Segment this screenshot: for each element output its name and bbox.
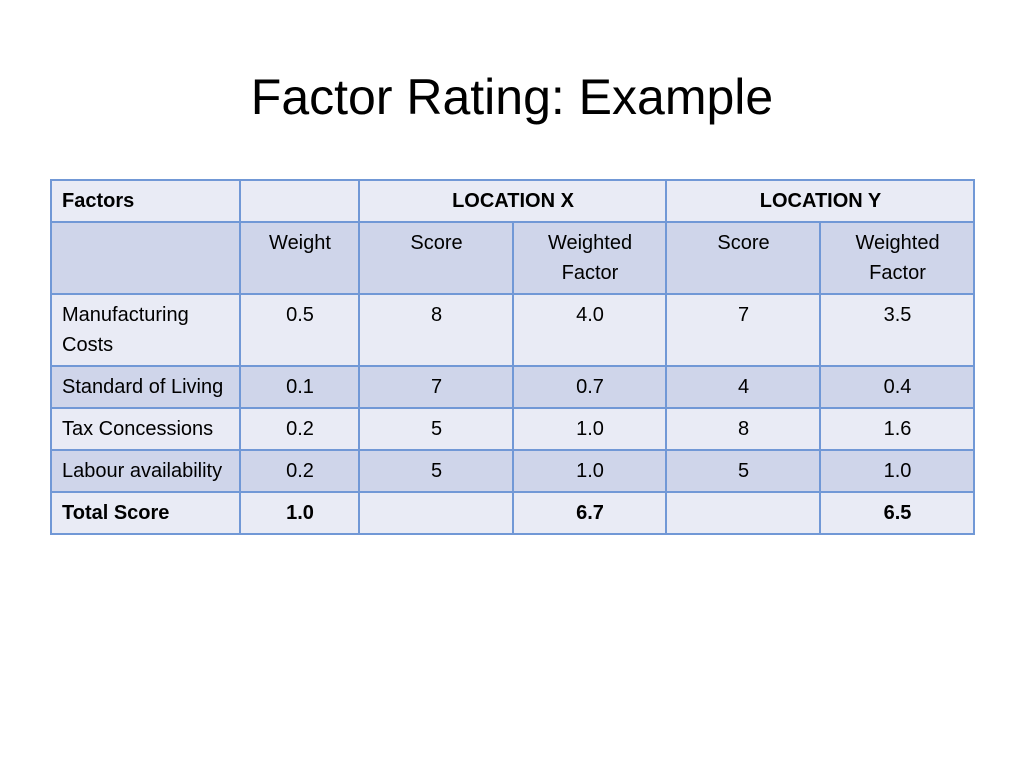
subheader-weight: Weight (239, 221, 360, 295)
row-y-score: 7 (665, 293, 822, 367)
row-x-weighted-factor: 4.0 (511, 293, 668, 367)
table-header-row: Factors LOCATION X LOCATION Y (50, 179, 976, 223)
total-x-weighted-factor: 6.7 (511, 491, 668, 535)
subheader-y-weighted-factor: Weighted Factor (819, 221, 976, 295)
table-row: Manufacturing Costs 0.5 8 4.0 7 3.5 (50, 293, 976, 367)
table-row: Tax Concessions 0.2 5 1.0 8 1.6 (50, 407, 976, 451)
row-x-score: 5 (358, 407, 514, 451)
row-x-weighted-factor: 1.0 (511, 449, 668, 493)
row-x-score: 7 (358, 365, 514, 409)
row-factor: Standard of Living (50, 365, 241, 409)
row-weight: 0.5 (239, 293, 360, 367)
total-y-weighted-factor: 6.5 (819, 491, 976, 535)
table-subheader-row: Weight Score Weighted Factor Score Weigh… (50, 221, 976, 295)
row-x-score: 5 (358, 449, 514, 493)
row-x-weighted-factor: 0.7 (511, 365, 668, 409)
total-x-score (358, 491, 514, 535)
row-weight: 0.1 (239, 365, 360, 409)
row-factor: Tax Concessions (50, 407, 241, 451)
factor-rating-table: Factors LOCATION X LOCATION Y Weight Sco… (50, 179, 976, 535)
subheader-y-score: Score (665, 221, 822, 295)
row-factor: Labour availability (50, 449, 241, 493)
row-y-weighted-factor: 3.5 (819, 293, 976, 367)
row-y-score: 4 (665, 365, 822, 409)
row-weight: 0.2 (239, 449, 360, 493)
row-y-weighted-factor: 1.0 (819, 449, 976, 493)
total-weight: 1.0 (239, 491, 360, 535)
subheader-x-weighted-factor: Weighted Factor (511, 221, 668, 295)
total-label: Total Score (50, 491, 241, 535)
table-row: Standard of Living 0.1 7 0.7 4 0.4 (50, 365, 976, 409)
header-factors: Factors (50, 179, 241, 223)
row-x-weighted-factor: 1.0 (511, 407, 668, 451)
row-y-score: 8 (665, 407, 822, 451)
row-factor: Manufacturing Costs (50, 293, 241, 367)
total-y-score (665, 491, 822, 535)
row-y-weighted-factor: 0.4 (819, 365, 976, 409)
table-row: Labour availability 0.2 5 1.0 5 1.0 (50, 449, 976, 493)
header-location-y: LOCATION Y (665, 179, 976, 223)
row-x-score: 8 (358, 293, 514, 367)
row-y-weighted-factor: 1.6 (819, 407, 976, 451)
subheader-blank (50, 221, 241, 295)
row-weight: 0.2 (239, 407, 360, 451)
subheader-x-score: Score (358, 221, 514, 295)
header-location-x: LOCATION X (357, 179, 668, 223)
table-total-row: Total Score 1.0 6.7 6.5 (50, 491, 976, 535)
row-y-score: 5 (665, 449, 822, 493)
header-blank (239, 179, 360, 223)
slide-title: Factor Rating: Example (250, 69, 774, 125)
